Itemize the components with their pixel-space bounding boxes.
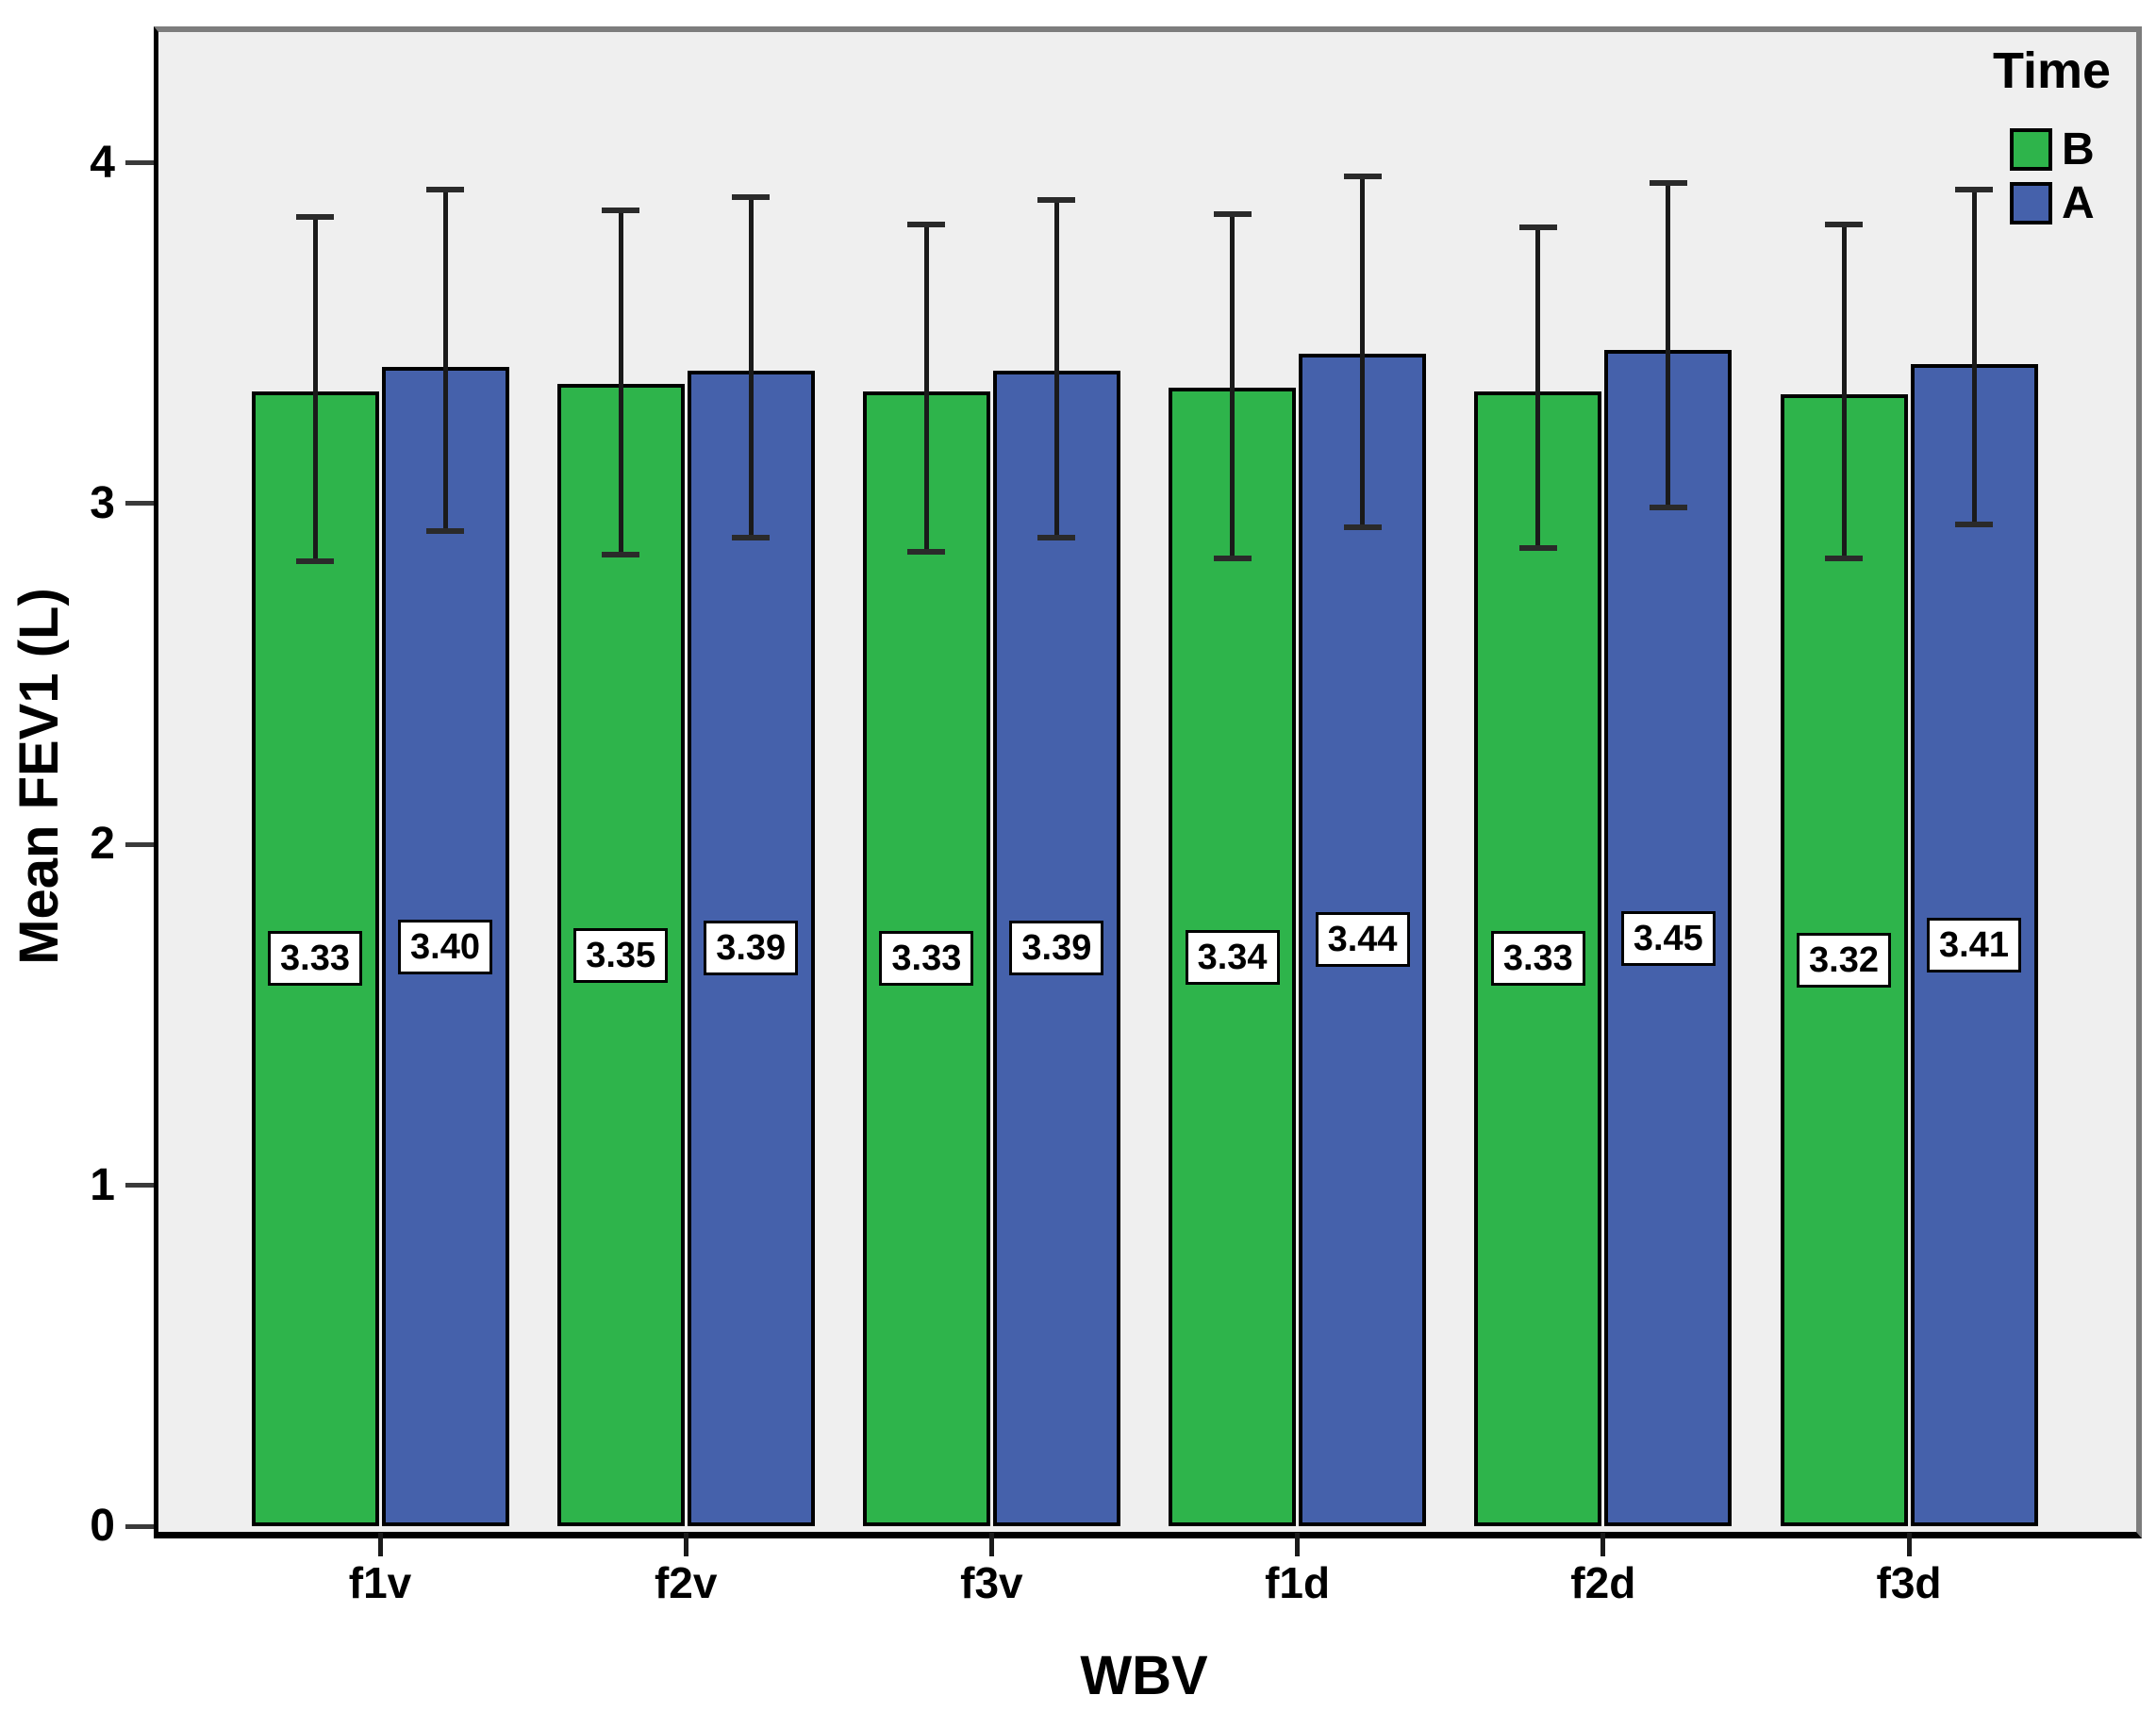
error-bar-cap-bottom: [1343, 524, 1382, 531]
error-bar-cap-top: [1955, 187, 1993, 193]
y-axis-tick: [125, 1523, 154, 1529]
bar-value-label: 3.44: [1315, 912, 1410, 968]
error-bar-cap-bottom: [1649, 504, 1687, 510]
x-axis-tick: [1906, 1533, 1912, 1556]
error-bar-line: [1230, 213, 1236, 558]
error-bar-cap-top: [426, 187, 464, 193]
x-tick-label: f3d: [1876, 1558, 1942, 1607]
legend-label-b: B: [2062, 125, 2095, 175]
error-bar-line: [1971, 190, 1977, 524]
legend-label-a: A: [2062, 178, 2095, 228]
x-tick-label: f1d: [1265, 1558, 1331, 1607]
y-tick-label: 3: [90, 477, 115, 528]
bar-value-label: 3.32: [1797, 933, 1891, 989]
y-axis-tick: [125, 160, 154, 166]
error-bar-line: [1666, 183, 1671, 507]
y-axis-tick: [125, 1183, 154, 1188]
error-bar-line: [923, 224, 929, 552]
error-bar-cap-bottom: [1213, 555, 1252, 561]
legend-swatch-b: [2010, 128, 2052, 171]
error-bar-cap-top: [1213, 210, 1252, 217]
error-bar-line: [1053, 200, 1059, 539]
error-bar-line: [312, 217, 318, 562]
error-bar-cap-bottom: [1518, 544, 1557, 551]
error-bar-cap-top: [296, 214, 334, 221]
error-bar-line: [1360, 176, 1366, 528]
error-bar-cap-bottom: [907, 548, 946, 555]
error-bar-cap-bottom: [732, 535, 771, 541]
error-bar-cap-bottom: [1037, 535, 1076, 541]
x-tick-label: f2d: [1570, 1558, 1636, 1607]
y-axis-tick: [125, 841, 154, 847]
x-tick-label: f1v: [348, 1558, 412, 1607]
y-axis-title: Mean FEV1 (L): [8, 588, 70, 965]
y-tick-label: 0: [90, 1501, 115, 1551]
bar-value-label: 3.34: [1185, 929, 1280, 985]
legend-swatch-a: [2010, 182, 2052, 224]
bar-value-label: 3.39: [704, 921, 799, 976]
y-axis-tick: [125, 501, 154, 507]
y-tick-label: 4: [90, 137, 115, 188]
bar-value-label: 3.40: [398, 919, 492, 974]
x-axis-tick: [988, 1533, 994, 1556]
x-axis-tick: [683, 1533, 688, 1556]
error-bar-cap-top: [907, 221, 946, 227]
error-bar-cap-top: [1518, 224, 1557, 231]
error-bar-cap-bottom: [1955, 521, 1993, 527]
error-bar-cap-top: [1649, 180, 1687, 187]
error-bar-cap-bottom: [1825, 555, 1863, 561]
bar-value-label: 3.45: [1620, 910, 1716, 966]
bar-value-label: 3.33: [879, 931, 974, 987]
bar-value-label: 3.39: [1009, 921, 1104, 976]
error-bar-line: [1841, 224, 1847, 558]
error-bar-cap-top: [602, 208, 640, 214]
error-bar-line: [442, 190, 448, 531]
x-axis-tick: [377, 1533, 383, 1556]
legend-title: Time: [1992, 42, 2111, 99]
x-tick-label: f2v: [654, 1558, 718, 1607]
x-axis-title: WBV: [1080, 1645, 1208, 1706]
error-bar-cap-top: [732, 193, 771, 200]
error-bar-cap-top: [1037, 197, 1076, 204]
error-bar-cap-bottom: [426, 527, 464, 534]
bar-value-label: 3.35: [573, 927, 669, 983]
x-axis-tick: [1295, 1533, 1301, 1556]
error-bar-cap-top: [1343, 174, 1382, 179]
bar-value-label: 3.41: [1927, 917, 2021, 972]
error-bar-cap-bottom: [296, 558, 334, 565]
x-axis-tick: [1600, 1533, 1606, 1556]
error-bar-cap-top: [1825, 221, 1863, 227]
error-bar-line: [748, 196, 754, 539]
x-tick-label: f3v: [960, 1558, 1023, 1607]
bar-value-label: 3.33: [268, 931, 362, 987]
bar-value-label: 3.33: [1490, 931, 1585, 987]
error-bar-line: [618, 210, 623, 556]
y-tick-label: 1: [90, 1159, 115, 1210]
error-bar-cap-bottom: [602, 552, 640, 558]
error-bar-line: [1535, 227, 1541, 548]
y-tick-label: 2: [90, 819, 115, 870]
